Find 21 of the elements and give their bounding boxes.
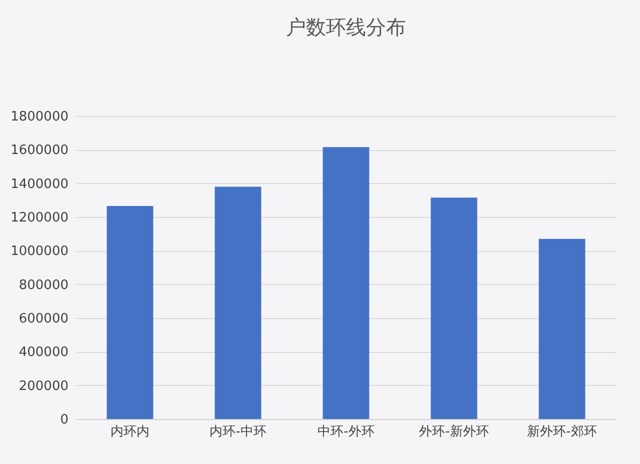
x-tick-label: 内环-中环 [210, 424, 266, 440]
x-tick-label: 中环-外环 [318, 424, 374, 440]
y-tick-label: 1400000 [10, 176, 68, 192]
y-tick-label: 800000 [18, 278, 68, 293]
y-tick-label: 0 [60, 412, 68, 428]
y-tick-label: 1000000 [10, 244, 68, 260]
bar [538, 238, 586, 419]
y-tick-label: 1200000 [10, 210, 68, 226]
bar [430, 198, 478, 419]
y-tick-label: 1800000 [10, 110, 68, 124]
y-tick-label: 400000 [18, 345, 68, 360]
x-tick-label: 新外环-郊环 [527, 424, 597, 440]
bar [106, 206, 154, 419]
bar [214, 186, 262, 419]
y-tick-label: 600000 [18, 312, 68, 326]
y-tick-label: 1600000 [10, 143, 68, 158]
x-tick-label: 内环内 [110, 424, 150, 440]
bar [322, 147, 370, 419]
chart-title: 户数环线分布 [286, 15, 406, 39]
x-tick-label: 外环-新外环 [419, 424, 489, 440]
y-tick-label: 200000 [18, 378, 68, 394]
